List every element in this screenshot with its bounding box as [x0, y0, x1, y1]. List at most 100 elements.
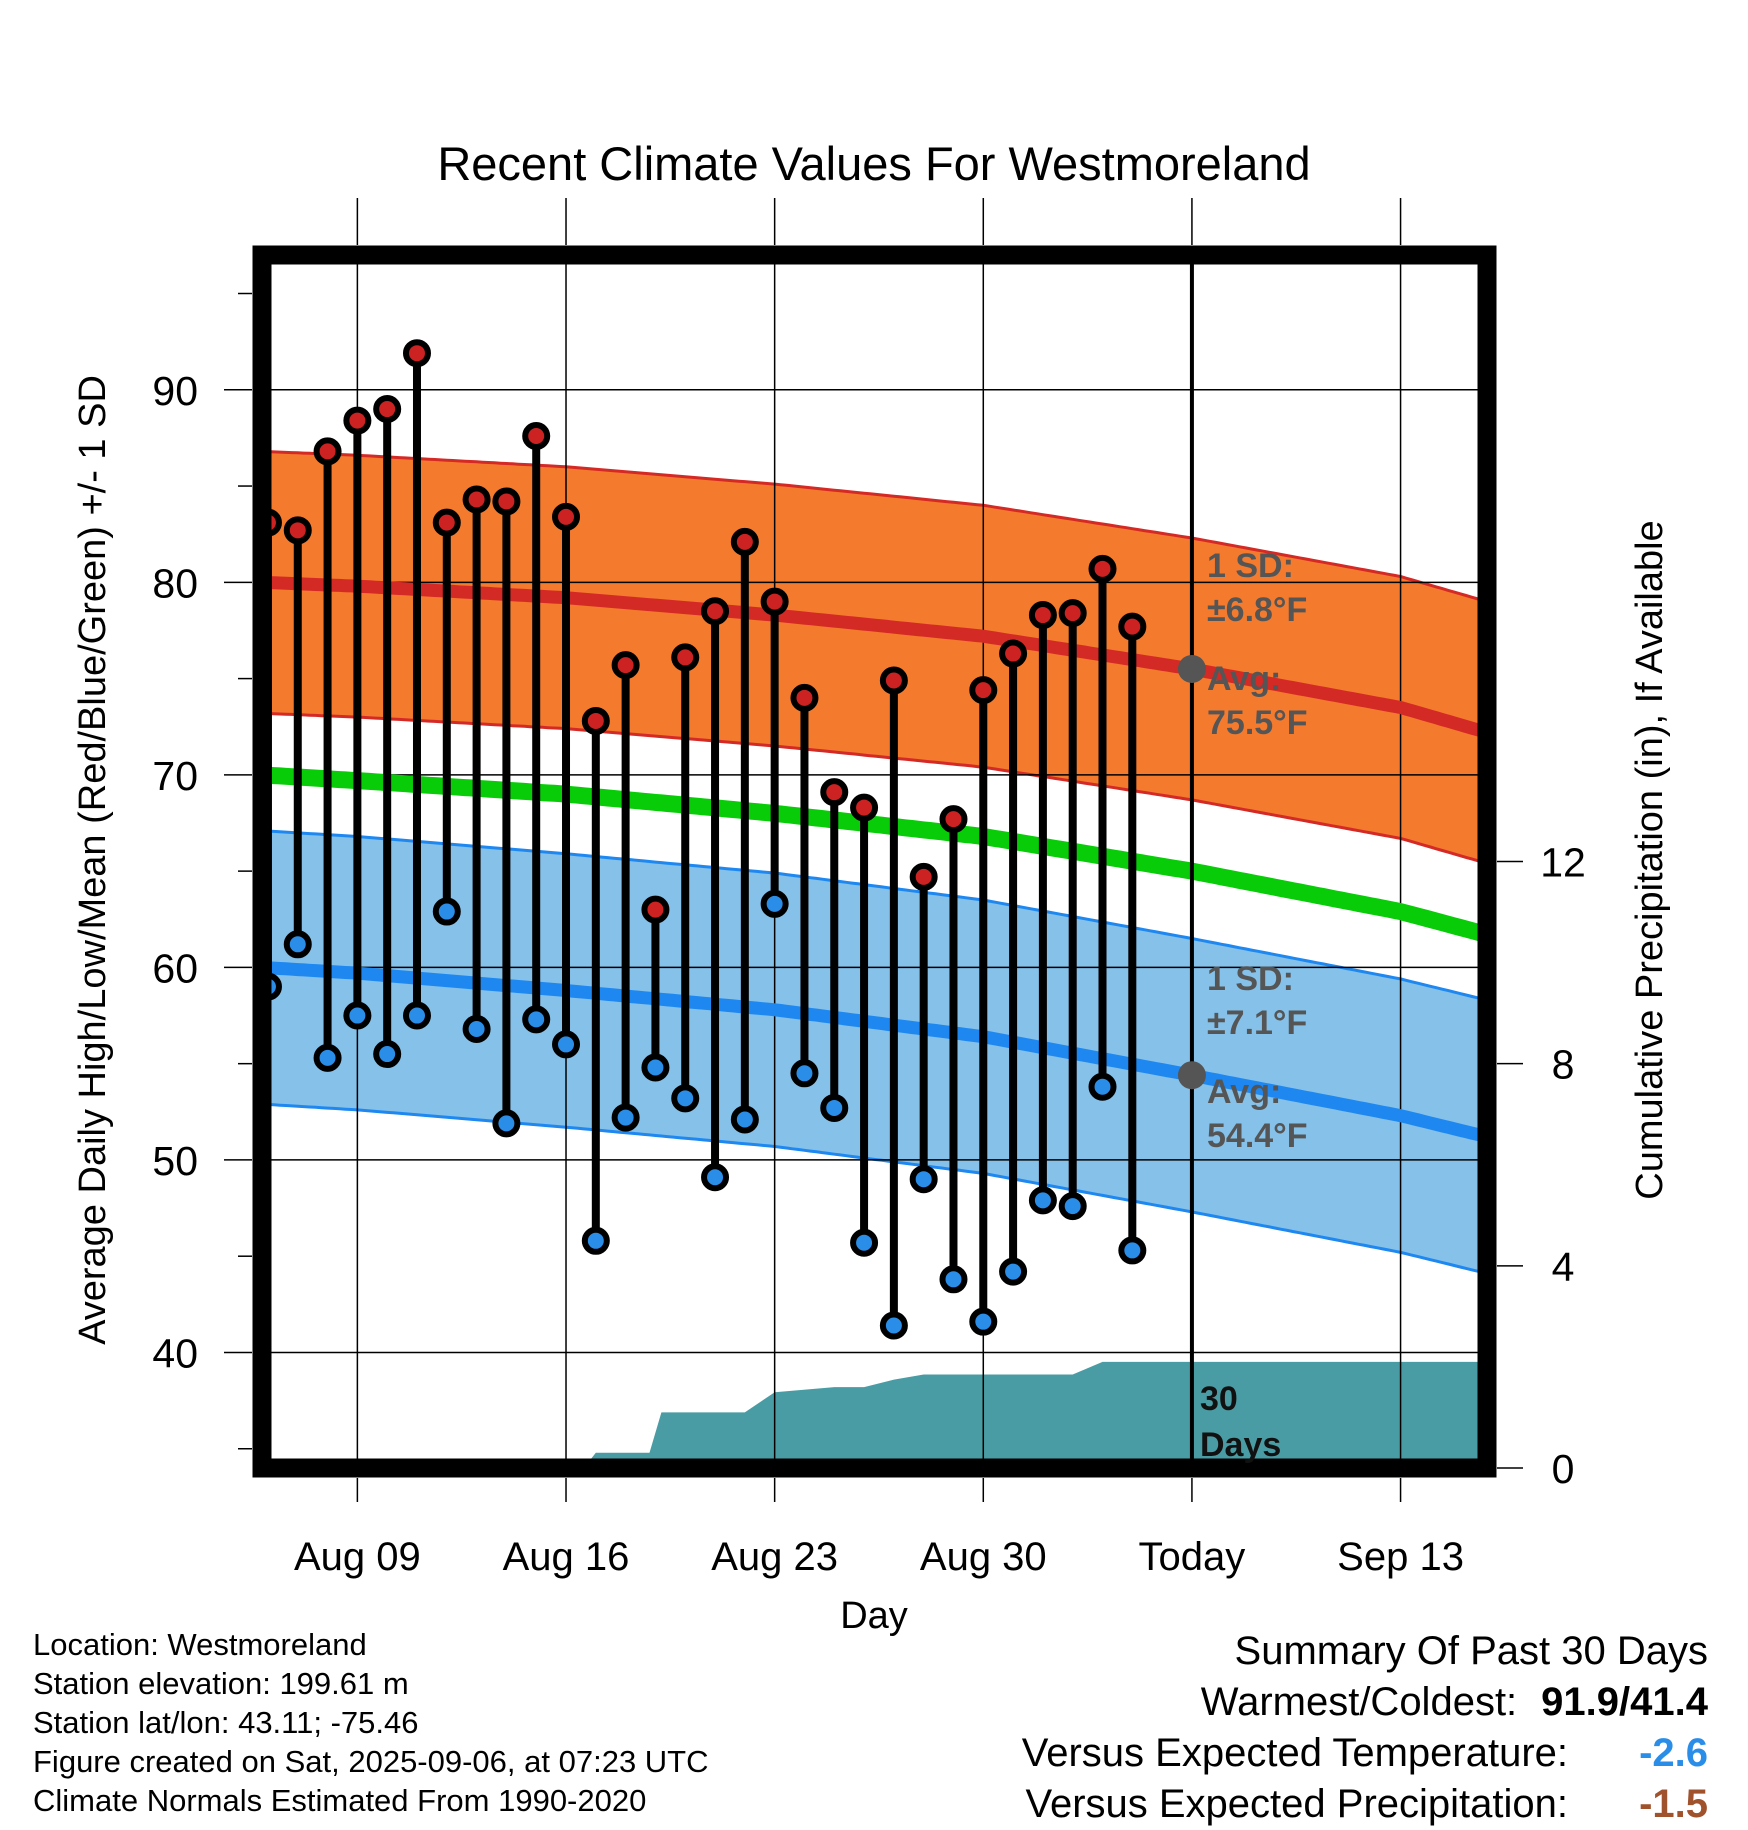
low-marker — [283, 930, 312, 959]
plot-frame — [252, 245, 1497, 1478]
high-marker — [1028, 601, 1057, 630]
x-tick-label: Aug 23 — [711, 1535, 838, 1579]
low-marker — [373, 1040, 402, 1069]
low-marker — [462, 1015, 491, 1044]
station-info: Location: Westmoreland Station elevation… — [33, 1625, 709, 1820]
x-tick-label: Today — [1139, 1535, 1246, 1579]
annotation-days-count: 30 — [1200, 1380, 1238, 1418]
y-axis-right-label: Cumulative Precipitation (in), If Availa… — [1629, 520, 1671, 1199]
high-marker — [879, 666, 908, 695]
y-right-tick-label: 4 — [1552, 1244, 1575, 1290]
low-marker — [730, 1105, 759, 1134]
y-left-tick-label: 50 — [152, 1138, 198, 1184]
high-marker — [402, 339, 431, 368]
y-right-tick-label: 0 — [1552, 1446, 1575, 1492]
low-marker — [1088, 1072, 1117, 1101]
low-marker — [909, 1165, 938, 1194]
annotation-high-avg-label: Avg: — [1207, 660, 1281, 698]
y-left-tick-label: 70 — [152, 753, 198, 799]
summary-warm-cold-row: Warmest/Coldest: 91.9/41.4 — [1022, 1677, 1708, 1728]
annotation-low-avg-label: Avg: — [1207, 1073, 1281, 1111]
precip-area — [262, 1361, 1487, 1468]
today-avg-high-marker — [1177, 654, 1206, 683]
y-left-tick-label: 60 — [152, 945, 198, 991]
normal-high-line — [262, 575, 1487, 739]
low-marker — [552, 1030, 581, 1059]
precip-anomaly-label: Versus Expected Precipitation: — [1025, 1782, 1568, 1826]
low-marker — [432, 897, 461, 926]
low-marker — [1058, 1192, 1087, 1221]
y-right-tick-label: 8 — [1552, 1042, 1575, 1088]
x-tick-label: Aug 30 — [920, 1535, 1047, 1579]
today-avg-low-marker — [1177, 1061, 1206, 1090]
high-marker — [969, 676, 998, 705]
high-marker — [939, 805, 968, 834]
x-axis-label: Day — [840, 1595, 908, 1637]
normal-low-line — [262, 960, 1487, 1144]
low-marker — [313, 1043, 342, 1072]
low-marker — [671, 1084, 700, 1113]
summary-panel: Summary Of Past 30 Days Warmest/Coldest:… — [1022, 1626, 1708, 1830]
low-marker — [969, 1307, 998, 1336]
high-marker — [1088, 554, 1117, 583]
high-marker — [760, 587, 789, 616]
y-left-tick-label: 90 — [152, 368, 198, 414]
low-marker — [939, 1265, 968, 1294]
low-marker — [820, 1093, 849, 1122]
summary-title: Summary Of Past 30 Days — [1234, 1629, 1708, 1673]
x-tick-label: Aug 09 — [294, 1535, 421, 1579]
normal-mean-line — [262, 766, 1487, 943]
chart-title: Recent Climate Values For Westmoreland — [437, 137, 1310, 190]
low-sd-upper-edge — [262, 829, 1487, 1002]
low-marker — [522, 1005, 551, 1034]
low-marker — [641, 1053, 670, 1082]
summary-precip-row: Versus Expected Precipitation: -1.5 — [1022, 1779, 1708, 1830]
low-marker — [879, 1311, 908, 1340]
precip-anomaly-value: -1.5 — [1639, 1782, 1708, 1826]
warm-cold-value: 91.9/41.4 — [1541, 1680, 1708, 1724]
high-marker — [701, 597, 730, 626]
high-marker — [492, 487, 521, 516]
high-marker — [432, 508, 461, 537]
x-tick-label: Sep 13 — [1337, 1535, 1464, 1579]
high-marker — [671, 643, 700, 672]
high-marker — [373, 395, 402, 424]
high-marker — [999, 639, 1028, 668]
low-marker — [581, 1226, 610, 1255]
high-marker — [611, 651, 640, 680]
low-marker — [343, 1001, 372, 1030]
summary-temp-row: Versus Expected Temperature: -2.6 — [1022, 1728, 1708, 1779]
high-marker — [641, 895, 670, 924]
high-marker — [581, 706, 610, 735]
high-marker — [522, 421, 551, 450]
created-text: Figure created on Sat, 2025-09-06, at 07… — [33, 1744, 709, 1779]
y-left-tick-label: 80 — [152, 560, 198, 606]
low-marker — [790, 1059, 819, 1088]
low-marker — [611, 1103, 640, 1132]
high-marker — [283, 516, 312, 545]
annotation-days-label: Days — [1200, 1426, 1281, 1464]
low-marker — [1118, 1236, 1147, 1265]
high-marker — [462, 485, 491, 514]
low-marker — [1028, 1186, 1057, 1215]
high-marker — [850, 793, 879, 822]
high-marker — [1058, 599, 1087, 628]
high-marker — [1118, 612, 1147, 641]
annotation-low-sd-value: ±7.1°F — [1207, 1004, 1307, 1042]
low-marker — [701, 1163, 730, 1192]
temp-anomaly-label: Versus Expected Temperature: — [1021, 1731, 1568, 1775]
high-marker — [820, 778, 849, 807]
elevation-text: Station elevation: 199.61 m — [33, 1666, 409, 1701]
high-marker — [790, 683, 819, 712]
location-text: Location: Westmoreland — [33, 1627, 367, 1662]
low-marker — [850, 1228, 879, 1257]
y-right-tick-label: 12 — [1540, 840, 1586, 886]
y-left-tick-label: 40 — [152, 1330, 198, 1376]
annotation-high-sd-label: 1 SD: — [1207, 547, 1294, 585]
annotation-high-avg-value: 75.5°F — [1207, 704, 1308, 742]
high-marker — [343, 406, 372, 435]
high-marker — [909, 862, 938, 891]
high-marker — [552, 502, 581, 531]
low-marker — [492, 1109, 521, 1138]
